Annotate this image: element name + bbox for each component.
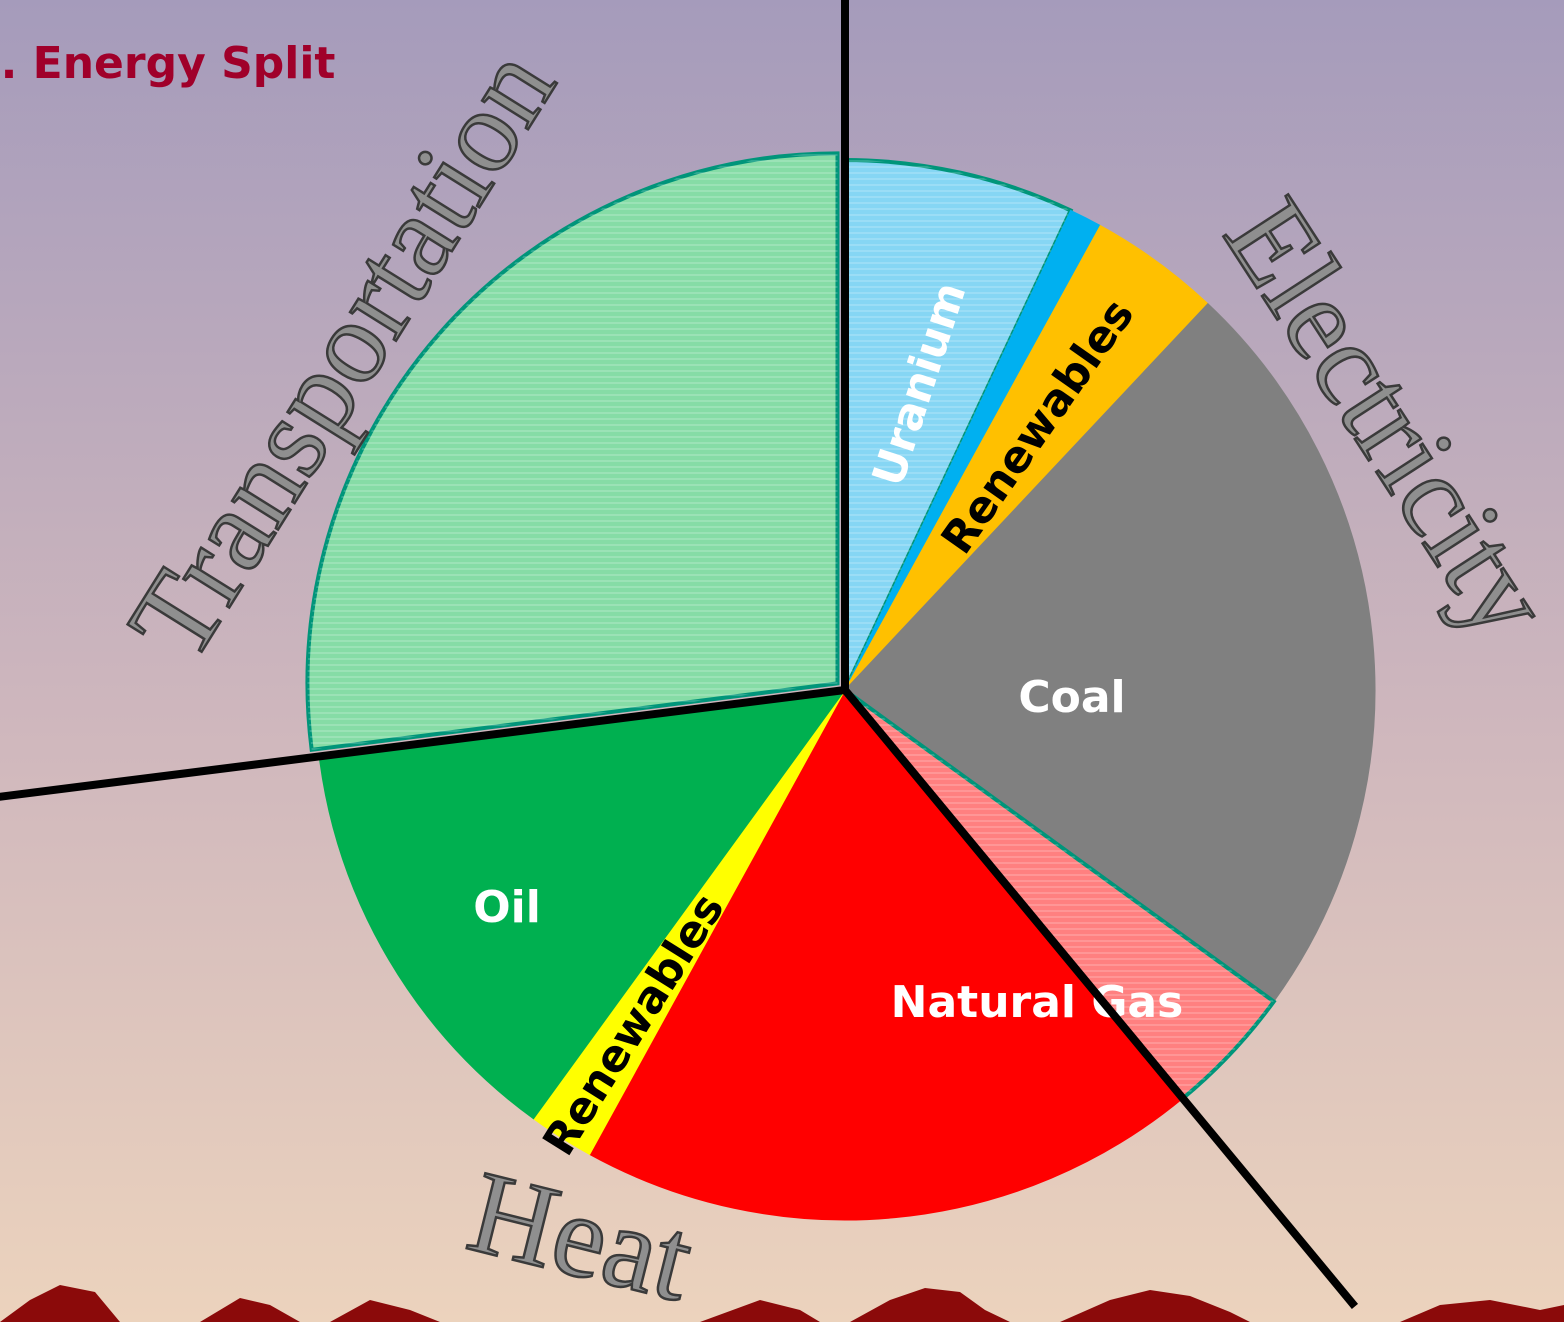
page: {"chart_data": {"type": "pie", "title": … <box>0 0 1564 1322</box>
slice-label: Natural Gas <box>891 977 1184 1028</box>
slice-label: Oil <box>473 882 541 933</box>
slice-label: Coal <box>1018 672 1125 723</box>
slide: 5. Energy Split UraniumRenewablesCoalNat… <box>0 0 1564 1322</box>
chart-title: 5. Energy Split <box>0 38 335 89</box>
